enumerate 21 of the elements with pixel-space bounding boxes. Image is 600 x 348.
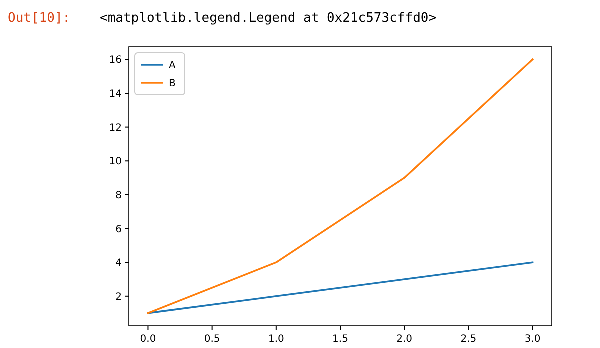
x-tick-label: 1.0	[268, 334, 284, 345]
y-tick-label: 4	[116, 258, 122, 270]
x-tick-label: 1.5	[332, 334, 348, 345]
y-tick-label: 12	[109, 122, 122, 134]
x-tick-label: 2.5	[460, 334, 477, 345]
y-tick-label: 16	[109, 55, 122, 66]
line-series	[147, 262, 534, 314]
text: <matplotlib.legend.Legend at 0x21c573cffd0>	[100, 11, 437, 26]
y-tick-label: 8	[116, 190, 122, 202]
y-tick-label: 6	[116, 224, 122, 236]
line-series	[147, 58, 534, 314]
x-tick-label: 3.0	[524, 334, 541, 345]
y-tick-label: 2	[116, 292, 122, 303]
legend-label: A	[169, 60, 176, 72]
x-tick-label: 0.0	[140, 334, 156, 345]
x-tick-label: 0.5	[204, 334, 220, 345]
y-tick-label: 10	[109, 156, 122, 168]
text: Out[10]:	[8, 11, 71, 26]
x-tick-label: 2.0	[396, 334, 413, 345]
y-tick-label: 14	[109, 89, 122, 100]
legend-label: B	[169, 78, 176, 90]
